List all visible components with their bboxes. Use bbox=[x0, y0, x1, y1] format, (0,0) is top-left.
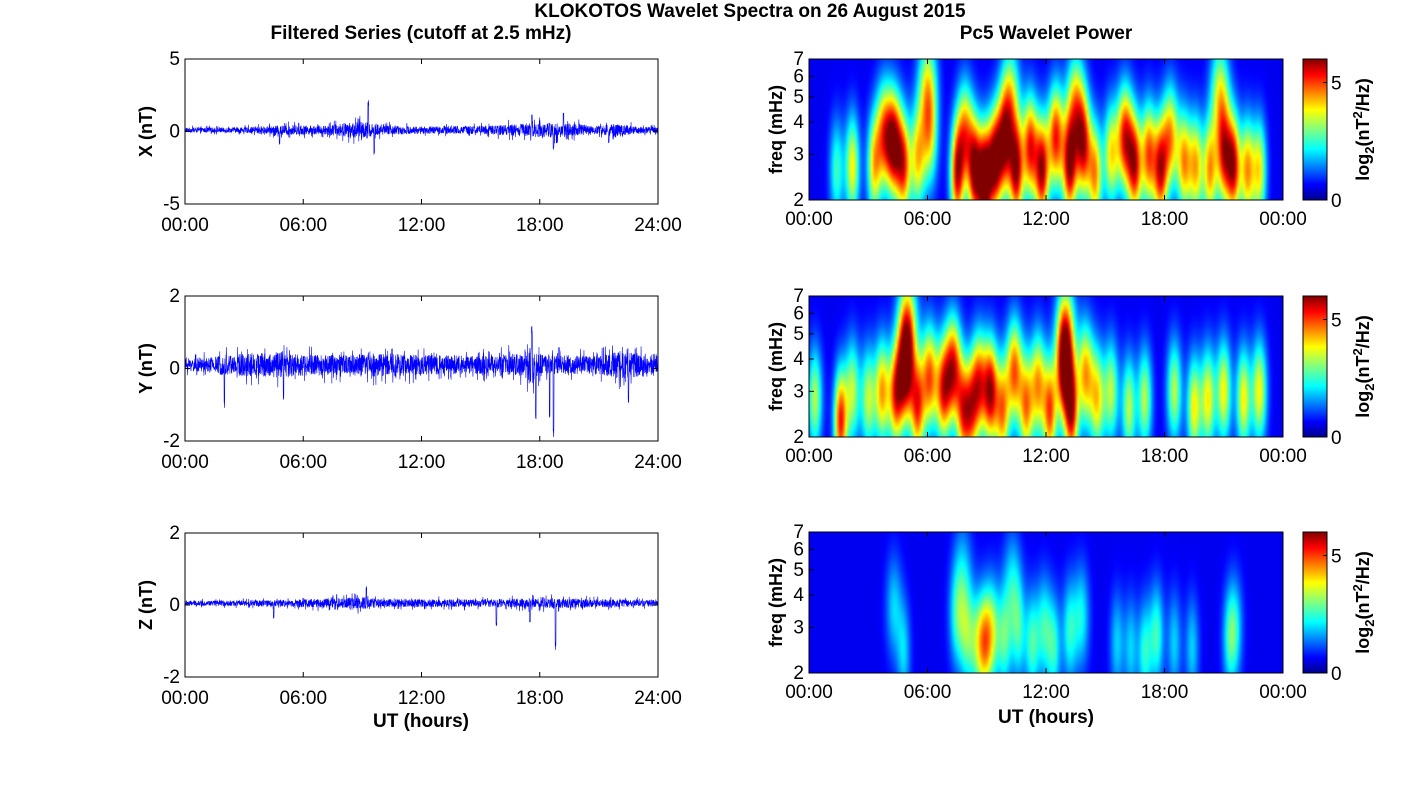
left-x-axis-label: UT (hours) bbox=[373, 711, 469, 732]
x-tick-label: 06:00 bbox=[904, 209, 952, 230]
y-axis-label: Z (nT) bbox=[136, 580, 156, 630]
x-tick-label: 24:00 bbox=[634, 215, 682, 236]
y-tick-label: 2 bbox=[169, 523, 180, 544]
right-column-title: Pc5 Wavelet Power bbox=[960, 23, 1133, 44]
colorbar bbox=[1302, 295, 1328, 438]
y-axis-label: freq (mHz) bbox=[766, 322, 786, 411]
x-tick-label: 18:00 bbox=[516, 215, 564, 236]
x-tick-label: 24:00 bbox=[634, 688, 682, 709]
x-tick-label: 00:00 bbox=[1259, 209, 1307, 230]
x-tick-label: 18:00 bbox=[1141, 682, 1189, 703]
y-tick-label: 6 bbox=[793, 303, 804, 324]
y-tick-label: 4 bbox=[793, 349, 804, 370]
x-tick-label: 06:00 bbox=[904, 446, 952, 467]
x-tick-label: 18:00 bbox=[516, 688, 564, 709]
x-component-series-panel: -5 0 5 00:00 06:00 12:00 18:00 24:00 X (nT) bbox=[136, 49, 682, 236]
colorbar-tick-label: 0 bbox=[1331, 428, 1342, 449]
y-tick-label: 0 bbox=[169, 122, 180, 143]
right-x-axis-label: UT (hours) bbox=[998, 707, 1094, 728]
colorbar-tick-label: 5 bbox=[1331, 311, 1342, 332]
y-tick-label: 7 bbox=[793, 522, 804, 543]
y-tick-label: 5 bbox=[793, 560, 804, 581]
x-tick-label: 24:00 bbox=[634, 452, 682, 473]
x-tick-label: 12:00 bbox=[1022, 209, 1070, 230]
x-tick-label: 00:00 bbox=[161, 215, 209, 236]
y-tick-label: -2 bbox=[163, 431, 180, 452]
x-tick-label: 12:00 bbox=[398, 215, 446, 236]
x-tick-label: 12:00 bbox=[398, 688, 446, 709]
x-tick-label: 12:00 bbox=[398, 452, 446, 473]
y-axis-label: X (nT) bbox=[136, 106, 156, 157]
y-tick-label: 4 bbox=[793, 585, 804, 606]
z-component-series-panel: -2 0 2 00:00 06:00 12:00 18:00 24:00 Z (nT) bbox=[136, 523, 682, 709]
x-tick-label: 00:00 bbox=[785, 446, 833, 467]
x-tick-label: 18:00 bbox=[1141, 209, 1189, 230]
x-tick-label: 00:00 bbox=[1259, 682, 1307, 703]
y-tick-label: 3 bbox=[793, 381, 804, 402]
colorbar bbox=[1302, 531, 1328, 674]
y-tick-label: 6 bbox=[793, 539, 804, 560]
colorbar-label: log2(nT2/Hz) bbox=[1350, 551, 1377, 653]
colorbar-tick-label: 0 bbox=[1331, 664, 1342, 685]
wavelet-power-heatmap bbox=[809, 296, 1283, 437]
y-tick-label: 5 bbox=[793, 324, 804, 345]
x-tick-label: 00:00 bbox=[785, 209, 833, 230]
y-axis-label: Y (nT) bbox=[136, 343, 156, 394]
y-axis-label: freq (mHz) bbox=[766, 558, 786, 647]
series-line-y bbox=[185, 326, 658, 438]
series-line-z bbox=[185, 586, 658, 650]
x-tick-label: 06:00 bbox=[904, 682, 952, 703]
left-column-title: Filtered Series (cutoff at 2.5 mHz) bbox=[271, 23, 572, 44]
series-line-x bbox=[185, 100, 658, 155]
x-tick-label: 00:00 bbox=[161, 688, 209, 709]
y-tick-label: 3 bbox=[793, 617, 804, 638]
x-tick-label: 18:00 bbox=[1141, 446, 1189, 467]
y-tick-label: 2 bbox=[793, 190, 804, 211]
y-tick-label: 2 bbox=[793, 663, 804, 684]
y-tick-label: -5 bbox=[163, 194, 180, 215]
colorbar-tick-label: 5 bbox=[1331, 547, 1342, 568]
y-tick-label: 5 bbox=[169, 49, 180, 70]
colorbar-label: log2(nT2/Hz) bbox=[1350, 315, 1377, 417]
x-tick-label: 00:00 bbox=[785, 682, 833, 703]
x-tick-label: 12:00 bbox=[1022, 682, 1070, 703]
y-tick-label: -2 bbox=[163, 667, 180, 688]
y-tick-label: 2 bbox=[793, 427, 804, 448]
y-component-series-panel: -2 0 2 00:00 06:00 12:00 18:00 24:00 Y (nT) bbox=[136, 286, 682, 473]
x-tick-label: 06:00 bbox=[279, 215, 327, 236]
y-tick-label: 7 bbox=[793, 49, 804, 70]
y-tick-label: 3 bbox=[793, 144, 804, 165]
x-tick-label: 18:00 bbox=[516, 452, 564, 473]
y-tick-label: 0 bbox=[169, 595, 180, 616]
x-tick-label: 06:00 bbox=[279, 452, 327, 473]
y-tick-label: 6 bbox=[793, 66, 804, 87]
figure-title: KLOKOTOS Wavelet Spectra on 26 August 20… bbox=[534, 1, 966, 22]
wavelet-power-heatmap bbox=[809, 532, 1283, 673]
colorbar-tick-label: 5 bbox=[1331, 74, 1342, 95]
colorbar-tick-label: 0 bbox=[1331, 191, 1342, 212]
y-tick-label: 5 bbox=[793, 87, 804, 108]
x-tick-label: 06:00 bbox=[279, 688, 327, 709]
x-tick-label: 12:00 bbox=[1022, 446, 1070, 467]
y-tick-label: 7 bbox=[793, 286, 804, 307]
wavelet-power-heatmap bbox=[809, 59, 1283, 200]
colorbar-label: log2(nT2/Hz) bbox=[1350, 78, 1377, 180]
colorbar bbox=[1302, 58, 1328, 201]
y-tick-label: 0 bbox=[169, 359, 180, 380]
y-axis-label: freq (mHz) bbox=[766, 85, 786, 174]
x-tick-label: 00:00 bbox=[1259, 446, 1307, 467]
x-tick-label: 00:00 bbox=[161, 452, 209, 473]
y-tick-label: 4 bbox=[793, 112, 804, 133]
y-tick-label: 2 bbox=[169, 286, 180, 307]
